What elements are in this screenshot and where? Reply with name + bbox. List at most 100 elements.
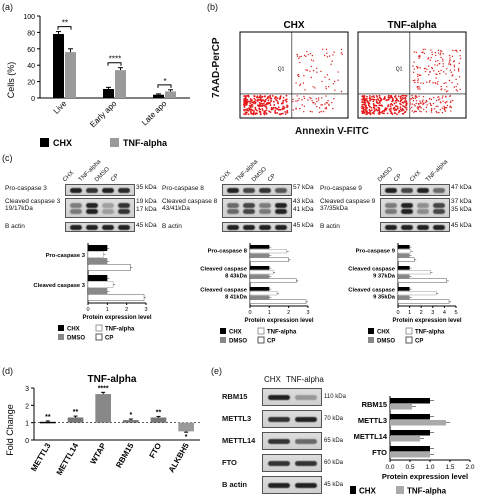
flow-event: [432, 102, 435, 105]
flow-event: [445, 90, 448, 93]
bar: [390, 446, 430, 452]
flow-event: [401, 94, 404, 97]
bar: [87, 294, 145, 301]
flow-event: [452, 74, 454, 76]
flow-event: [405, 95, 408, 97]
protein-band: [86, 187, 98, 193]
x-axis-label: Protein expression level: [382, 472, 468, 481]
significance-label: *: [185, 434, 188, 441]
flow-yaxis-label: 7AAD-PerCP: [211, 37, 222, 98]
flow-event: [424, 101, 427, 103]
flow-event: [399, 108, 402, 111]
flow-event: [248, 107, 250, 109]
flow-event: [269, 104, 272, 106]
flow-event: [431, 108, 433, 110]
flow-event: [373, 96, 376, 99]
flow-event: [435, 73, 437, 75]
flow-event: [281, 107, 284, 110]
flow-event: [419, 54, 421, 57]
flow-event: [456, 51, 458, 53]
protein-band: [417, 224, 429, 230]
flow-event: [243, 105, 246, 108]
protein-band: [401, 224, 413, 230]
x-tick-label: 1: [268, 310, 271, 316]
flow-event: [442, 65, 444, 68]
blot-row-label: Cleaved caspase 3 19/17kDa: [5, 198, 61, 212]
flow-event: [404, 94, 407, 97]
flow-event: [274, 106, 276, 109]
flow-event: [418, 103, 420, 105]
category-label: Cleaved caspase: [200, 288, 248, 294]
flow-event: [441, 107, 444, 109]
western-blot-2: CHX TNF-alpha DMSO CP Pro-caspase 8 57 kDa Cle…: [162, 158, 317, 236]
blot-strip: [262, 410, 322, 428]
bar: [397, 291, 437, 296]
legend-label: CHX: [377, 330, 390, 336]
bar: [249, 270, 274, 275]
bar: [103, 88, 114, 98]
kda-label: 45 kDa: [324, 482, 344, 488]
flow-event: [375, 108, 378, 111]
flow-event: [309, 96, 311, 99]
bar: [397, 270, 431, 275]
flow-event: [402, 112, 405, 115]
flow-event: [297, 57, 300, 60]
flow-event: [415, 65, 418, 68]
bar: [390, 404, 412, 410]
bar: [397, 299, 450, 304]
x-tick-label: 2: [420, 310, 423, 316]
flow-event: [410, 106, 413, 109]
flow-event: [261, 103, 264, 105]
legend-label: CHX: [53, 138, 72, 148]
flow-event: [340, 52, 342, 54]
flow-event: [326, 56, 329, 58]
y-tick-label: 3: [25, 386, 29, 393]
flow-event: [306, 69, 309, 71]
flow-event: [419, 110, 421, 112]
x-axis-label: Protein expression level: [244, 318, 313, 324]
flow-event: [404, 97, 407, 100]
protein-band: [102, 224, 114, 230]
protein-band: [433, 224, 445, 230]
legend-label: DMSO: [229, 339, 247, 345]
flow-event: [391, 104, 394, 106]
flow-event: [418, 107, 420, 109]
kda-label: 45 kDa: [293, 222, 314, 229]
flow-event: [282, 105, 285, 108]
kda-label: 57 kDa: [293, 184, 314, 191]
flow-event: [385, 107, 388, 110]
flow-event: [457, 70, 460, 72]
flow-event: [243, 109, 246, 112]
flow-event: [303, 54, 306, 57]
bar: [249, 299, 307, 304]
flow-event: [429, 59, 431, 61]
flow-event: [299, 83, 302, 86]
lane-label: DMSO: [377, 166, 395, 184]
flow-event: [413, 51, 415, 53]
bar: [250, 253, 270, 258]
blot-row-label: B actin: [222, 480, 248, 489]
flow-event: [399, 106, 402, 109]
flow-event: [373, 112, 375, 115]
flow-event: [328, 55, 331, 57]
blot-strip: [222, 184, 292, 196]
blot-strip: [380, 184, 450, 196]
lane-label: CP: [267, 173, 278, 184]
flow-event: [365, 111, 367, 113]
flow-event: [427, 57, 430, 59]
flow-event: [369, 95, 371, 97]
flow-event: [411, 94, 413, 97]
kda-label: 45 kDa: [136, 222, 157, 229]
flow-event: [361, 101, 364, 103]
flow-event: [372, 104, 375, 107]
flow-event: [422, 82, 425, 85]
flow-event: [435, 60, 437, 63]
flow-event: [426, 81, 428, 83]
flow-event: [412, 79, 415, 82]
flow-event: [267, 99, 270, 102]
flow-event: [437, 49, 440, 51]
flow-event: [422, 95, 425, 98]
flow-event: [413, 68, 416, 70]
flow-event: [243, 104, 246, 106]
